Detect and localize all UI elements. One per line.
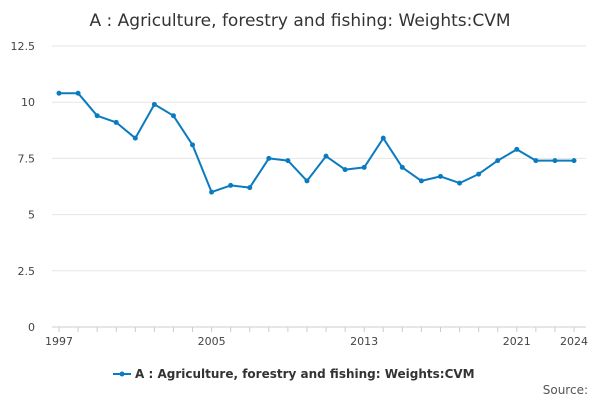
series-layer — [56, 90, 577, 195]
data-point[interactable] — [457, 180, 463, 186]
data-point[interactable] — [75, 90, 81, 96]
y-tick-label: 2.5 — [18, 265, 36, 278]
data-point[interactable] — [437, 173, 443, 179]
data-point[interactable] — [94, 113, 100, 119]
data-point[interactable] — [285, 158, 291, 164]
data-point[interactable] — [399, 164, 405, 170]
legend[interactable]: A : Agriculture, forestry and fishing: W… — [113, 367, 475, 381]
data-point[interactable] — [170, 113, 176, 119]
data-point[interactable] — [228, 182, 234, 188]
gridlines: 0 2.5 5 7.5 10 12.5 — [11, 40, 586, 334]
data-point[interactable] — [380, 135, 386, 141]
data-point[interactable] — [418, 178, 424, 184]
data-point[interactable] — [113, 119, 119, 125]
data-point[interactable] — [571, 158, 577, 164]
data-point[interactable] — [266, 155, 272, 161]
legend-label: A : Agriculture, forestry and fishing: W… — [135, 367, 475, 381]
source-credit: Source: — [543, 383, 588, 397]
data-point[interactable] — [495, 158, 501, 164]
y-tick-label: 0 — [28, 321, 35, 334]
data-point[interactable] — [209, 189, 215, 195]
data-point[interactable] — [190, 142, 196, 148]
data-point[interactable] — [533, 158, 539, 164]
data-point[interactable] — [514, 146, 520, 152]
data-point[interactable] — [476, 171, 482, 177]
chart-title: A : Agriculture, forestry and fishing: W… — [89, 11, 510, 31]
data-point[interactable] — [151, 101, 157, 107]
data-point[interactable] — [342, 167, 348, 173]
y-tick-label: 10 — [21, 96, 35, 109]
x-tick-label: 2013 — [350, 335, 378, 348]
data-point[interactable] — [247, 185, 253, 191]
legend-swatch-marker — [119, 371, 125, 377]
x-tick-label: 2005 — [198, 335, 226, 348]
y-tick-label: 5 — [28, 209, 35, 222]
x-tick-label: 1997 — [45, 335, 73, 348]
data-point[interactable] — [132, 135, 138, 141]
data-point[interactable] — [552, 158, 558, 164]
x-axis: 1997 2005 2013 2021 2024 — [45, 326, 588, 348]
x-tick-label: 2024 — [560, 335, 588, 348]
data-point[interactable] — [361, 164, 367, 170]
y-tick-label: 7.5 — [18, 152, 36, 165]
data-point[interactable] — [304, 178, 310, 184]
y-tick-label: 12.5 — [11, 40, 36, 53]
data-point[interactable] — [323, 153, 329, 159]
series-line — [59, 92, 574, 194]
x-tick-label: 2021 — [503, 335, 531, 348]
data-point[interactable] — [56, 90, 62, 96]
